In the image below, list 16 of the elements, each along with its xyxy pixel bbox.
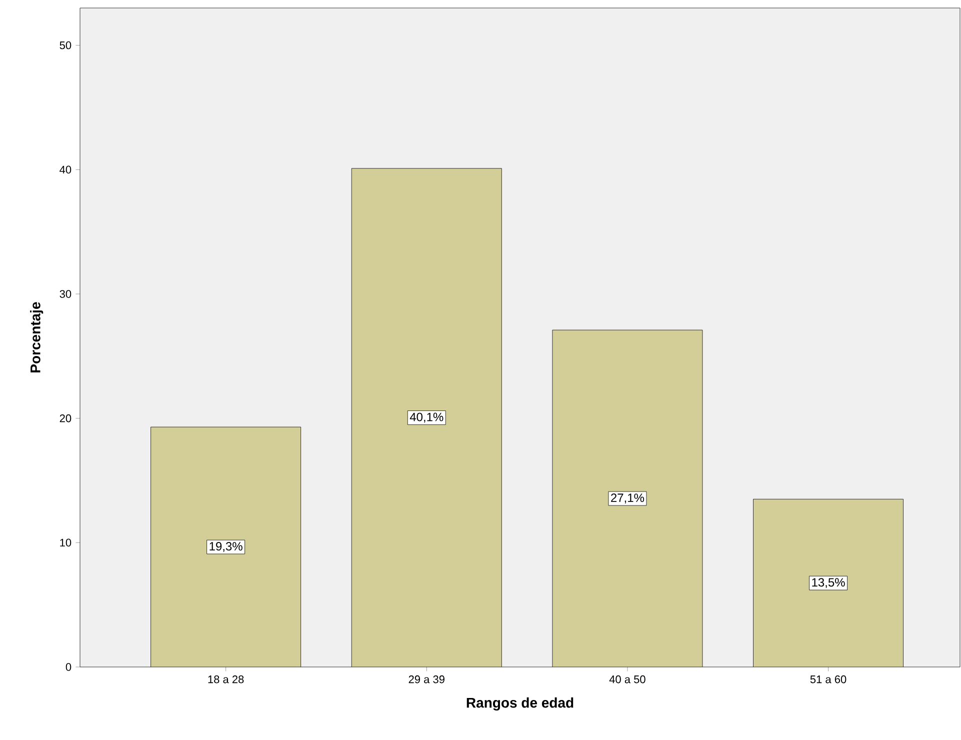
data-label: 27,1% xyxy=(611,494,644,504)
data-label: 19,3% xyxy=(210,542,242,552)
y-tick-label: 0 xyxy=(66,663,72,671)
data-label: 40,1% xyxy=(410,412,444,423)
x-tick-label: 29 a 39 xyxy=(408,675,444,684)
x-tick-label: 51 a 60 xyxy=(810,675,846,684)
y-tick-label: 50 xyxy=(60,41,72,50)
y-tick-label: 10 xyxy=(60,538,72,547)
x-axis-title: Rangos de edad xyxy=(466,697,574,711)
y-tick-label: 40 xyxy=(60,166,72,174)
y-tick-label: 30 xyxy=(60,290,72,298)
x-tick-label: 40 a 50 xyxy=(609,675,646,684)
y-tick-label: 20 xyxy=(60,414,72,422)
x-tick-label: 18 a 28 xyxy=(208,675,244,684)
y-axis-title: Porcentaje xyxy=(30,302,44,372)
data-label: 13,5% xyxy=(812,578,845,588)
